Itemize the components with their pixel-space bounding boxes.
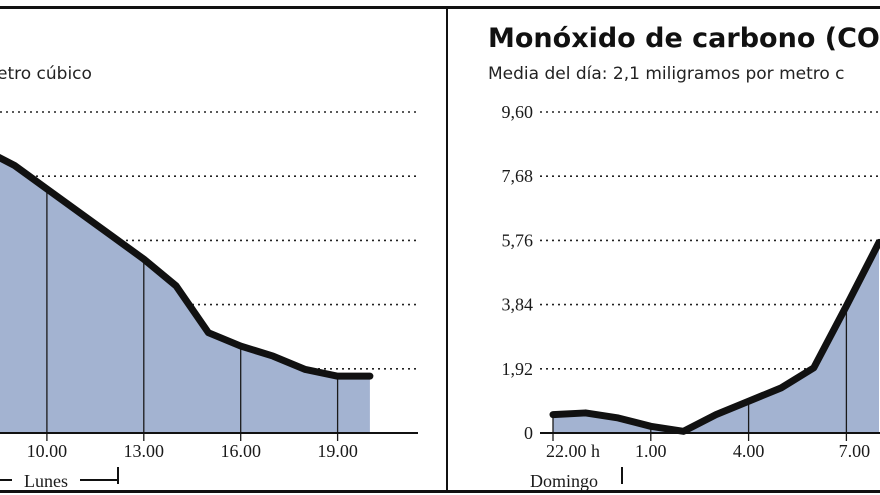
panel-divider	[446, 9, 448, 490]
left-chart: 10.00 13.00 16.00 19.00	[0, 111, 418, 461]
y-tick-label: 3,84	[502, 295, 534, 315]
bottom-rule	[0, 490, 880, 493]
x-tick-label: 10.00	[27, 441, 68, 461]
right-day-label: Domingo	[530, 471, 598, 491]
x-tick-label: 22.00 h	[546, 441, 600, 461]
y-tick-label: 0	[524, 423, 533, 443]
x-tick-label: 4.00	[733, 441, 765, 461]
x-tick-label: 7.00	[839, 441, 871, 461]
right-chart: 22.00 h 1.00 4.00 7.00 9,60 7,68 5,76 3,84 1,92 0	[502, 102, 880, 461]
left-day-label: Lunes	[24, 471, 68, 491]
left-subtitle: etro cúbico	[0, 64, 92, 84]
right-subtitle: Media del día: 2,1 miligramos por metro …	[488, 64, 845, 84]
right-title: Monóxido de carbono (CO)	[488, 23, 880, 54]
y-tick-label: 1,92	[502, 359, 534, 379]
x-tick-label: 16.00	[220, 441, 261, 461]
data-line	[0, 154, 374, 380]
y-tick-label: 7,68	[502, 166, 534, 186]
area-fill	[0, 157, 370, 433]
y-tick-label: 9,60	[502, 102, 534, 122]
x-tick-label: 19.00	[317, 441, 358, 461]
top-rule	[0, 6, 880, 9]
x-tick-label: 13.00	[124, 441, 165, 461]
x-tick-label: 1.00	[635, 441, 667, 461]
area-fill	[553, 242, 879, 433]
y-tick-label: 5,76	[502, 230, 534, 250]
